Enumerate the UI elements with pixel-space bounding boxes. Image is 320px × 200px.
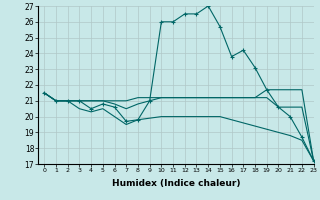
X-axis label: Humidex (Indice chaleur): Humidex (Indice chaleur): [112, 179, 240, 188]
